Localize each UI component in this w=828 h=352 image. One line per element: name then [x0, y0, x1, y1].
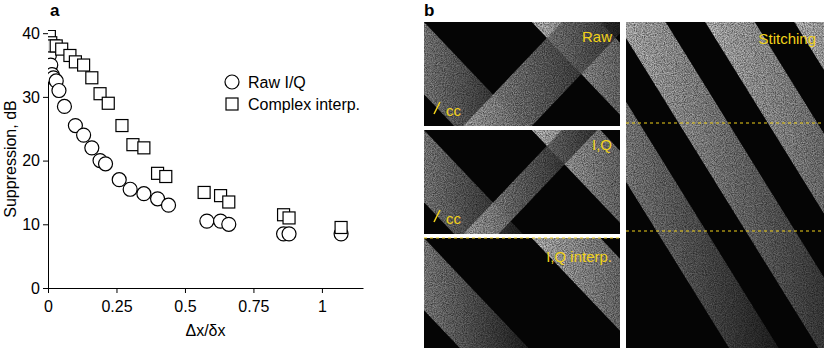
legend: Raw I/Q Complex interp.	[225, 74, 360, 113]
figure: a00.250.50.751010203040Δx/δxSuppression,…	[0, 0, 828, 352]
image-annotation: cc	[446, 210, 462, 227]
image-panel	[424, 130, 620, 234]
image-annotation: cc	[446, 102, 462, 119]
image-label: I,Q	[592, 136, 612, 153]
tick-mark	[43, 33, 48, 34]
x-axis-title: Δx/δx	[185, 322, 225, 339]
point	[198, 186, 210, 198]
point	[200, 214, 214, 228]
legend-marker	[225, 75, 239, 89]
image-label: Raw	[582, 28, 612, 45]
tick: 40	[22, 25, 48, 42]
image-band	[794, 22, 824, 348]
tick-label: 0	[44, 298, 53, 315]
image-band	[424, 238, 529, 348]
tick: 20	[22, 152, 48, 169]
tick-mark	[322, 288, 323, 293]
panel-label: a	[50, 1, 60, 20]
point	[52, 84, 66, 98]
legend-label: Raw I/Q	[248, 74, 306, 91]
legend-label: Complex interp.	[248, 96, 360, 113]
point	[282, 227, 296, 241]
tick-label: 0.5	[174, 298, 196, 315]
y-axis: 0 10 20 30 40	[22, 25, 48, 297]
tick-mark	[253, 288, 254, 293]
image-label: Stitching	[758, 30, 816, 47]
stitch-line	[424, 237, 620, 238]
point	[78, 59, 90, 71]
point	[335, 221, 347, 233]
point	[112, 173, 126, 187]
x-axis: 0 0.25 0.5 0.75 1	[44, 288, 363, 315]
point	[57, 99, 71, 113]
image-band	[463, 22, 620, 126]
image-band	[626, 22, 824, 348]
image-band	[463, 130, 597, 234]
tick: 0	[31, 280, 48, 297]
point	[162, 198, 176, 212]
point	[77, 128, 91, 142]
tick: 10	[22, 216, 48, 233]
point	[102, 97, 114, 109]
tick: 0.75	[238, 288, 269, 315]
image-label: I,Q interp.	[546, 248, 612, 265]
tick-mark	[116, 288, 117, 293]
image-panel	[424, 238, 620, 348]
image-panel	[626, 22, 824, 348]
tick: 30	[22, 89, 48, 106]
tick-mark	[185, 288, 186, 293]
tick-label: 10	[22, 216, 40, 233]
point	[116, 120, 128, 132]
annotation-pointer	[434, 102, 440, 114]
y-axis-title: Suppression, dB	[2, 100, 19, 217]
image-band	[705, 22, 824, 348]
point	[86, 72, 98, 84]
legend-marker	[226, 98, 238, 110]
tick-label: 0	[31, 280, 40, 297]
tick-mark	[43, 161, 48, 162]
data-points	[48, 30, 348, 240]
tick-mark	[48, 288, 49, 293]
tick-label: 40	[22, 25, 40, 42]
tick-label: 0.25	[101, 298, 132, 315]
tick: 0	[44, 288, 53, 315]
point	[160, 171, 172, 183]
tick-mark	[43, 97, 48, 98]
point	[99, 157, 113, 171]
tick-label: 30	[22, 89, 40, 106]
tick-mark	[43, 224, 48, 225]
point	[127, 139, 139, 151]
point	[283, 212, 295, 224]
point	[137, 187, 151, 201]
point	[123, 182, 137, 196]
image-panel	[424, 22, 620, 126]
image-band	[532, 238, 620, 348]
tick: 0.5	[174, 288, 196, 315]
tick-label: 1	[318, 298, 327, 315]
tick: 0.25	[101, 288, 132, 315]
stitch-line	[626, 230, 824, 231]
stitch-line	[626, 122, 824, 123]
annotation-pointer	[434, 210, 440, 222]
point	[85, 141, 99, 155]
tick-label: 0.75	[238, 298, 269, 315]
panel-label: b	[424, 1, 434, 20]
point	[138, 142, 150, 154]
point	[223, 196, 235, 208]
tick-mark	[43, 288, 48, 289]
tick-label: 20	[22, 152, 40, 169]
axis-line	[49, 288, 364, 289]
tick: 1	[318, 288, 327, 315]
point	[222, 217, 236, 231]
